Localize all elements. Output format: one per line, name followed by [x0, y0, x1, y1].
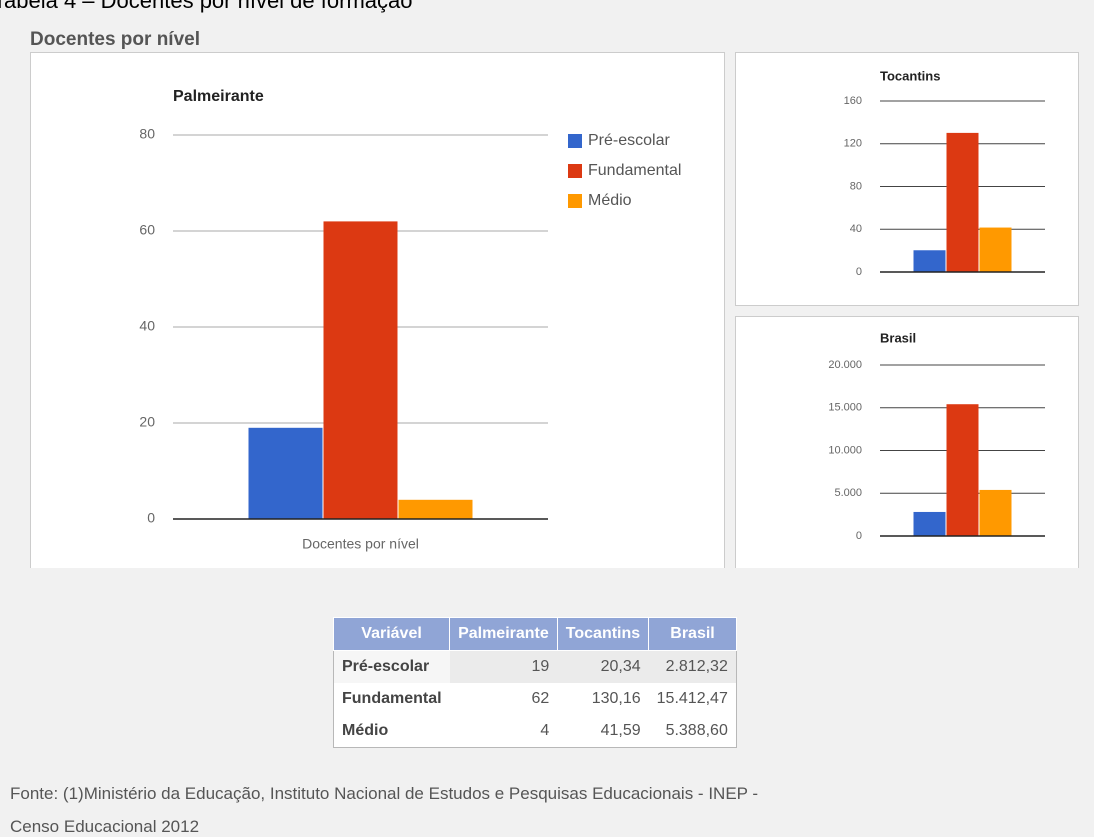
cell: 41,59	[600, 722, 641, 739]
background	[0, 568, 1094, 598]
y-tick-label: 5.000	[834, 487, 862, 499]
header-cell: Tocantins	[556, 617, 650, 651]
chart-title: Brasil	[880, 330, 916, 345]
y-tick-label: 160	[844, 95, 862, 107]
legend-label: Fundamental	[588, 162, 681, 179]
bar	[398, 499, 473, 519]
row: Médio 4 41,59 5.388,60	[334, 715, 737, 748]
y-tick-label: 120	[844, 138, 862, 150]
y-tick-label: 0	[856, 530, 862, 542]
cell: 4	[540, 722, 550, 739]
chart-title: Palmeirante	[173, 88, 264, 105]
bar	[913, 511, 946, 536]
bar	[979, 489, 1012, 536]
y-tick-label: 80	[139, 126, 155, 142]
cell: 130,16	[591, 690, 641, 707]
cell: 15.412,47	[656, 690, 728, 707]
data-table: Variável Palmeirante Tocantins Brasil Pré-es…	[332, 617, 737, 748]
cell: Fundamental	[342, 690, 442, 707]
cell: Médio	[342, 722, 389, 739]
y-tick-label: 60	[139, 222, 155, 238]
panel	[735, 316, 1079, 583]
cell: Pré-escolar	[333, 650, 450, 683]
y-tick-label: 20	[139, 414, 155, 430]
x-tick-label: Docentes por nível	[302, 536, 419, 552]
cell: 5.388,60	[665, 722, 728, 739]
bar	[913, 250, 946, 272]
bar	[248, 427, 323, 519]
bar	[946, 404, 979, 536]
panel	[735, 52, 1079, 306]
cell: 19	[449, 650, 558, 683]
bar	[323, 221, 398, 519]
header-cell: Brasil	[648, 617, 737, 651]
chart-title: Tocantins	[880, 68, 940, 83]
legend-label: Pré-escolar	[588, 132, 670, 149]
legend-swatch	[568, 194, 582, 208]
cell: 20,34	[557, 650, 649, 683]
bar	[946, 132, 979, 272]
y-tick-label: 80	[850, 180, 862, 192]
y-tick-label: 20.000	[828, 359, 862, 371]
bar	[979, 227, 1012, 272]
row: Pré-escolar 19 20,34 2.812,32	[333, 650, 737, 683]
y-tick-label: 40	[139, 318, 155, 334]
y-tick-label: 15.000	[828, 402, 862, 414]
legend-label: Médio	[588, 192, 632, 209]
caption: Tabela 4 – Docentes por nível de formaçã…	[0, 0, 412, 13]
y-tick-label: 10.000	[828, 444, 862, 456]
y-tick-label: 40	[850, 223, 862, 235]
header-cell: Palmeirante	[449, 617, 558, 651]
cell: 2.812,32	[648, 650, 737, 683]
row: Fundamental 62 130,16 15.412,47	[334, 683, 737, 715]
header-cell: Variável	[332, 617, 451, 651]
y-tick-label: 0	[856, 266, 862, 278]
legend-swatch	[568, 164, 582, 178]
source-line: Censo Educacional 2012	[10, 817, 200, 836]
header-row: Variável Palmeirante Tocantins Brasil	[332, 617, 737, 651]
y-tick-label: 0	[147, 510, 155, 526]
section-title: Docentes por nível	[30, 29, 200, 50]
legend-swatch	[568, 134, 582, 148]
source-line: Fonte: (1)Ministério da Educação, Instit…	[10, 784, 759, 803]
cell: 62	[531, 690, 550, 707]
